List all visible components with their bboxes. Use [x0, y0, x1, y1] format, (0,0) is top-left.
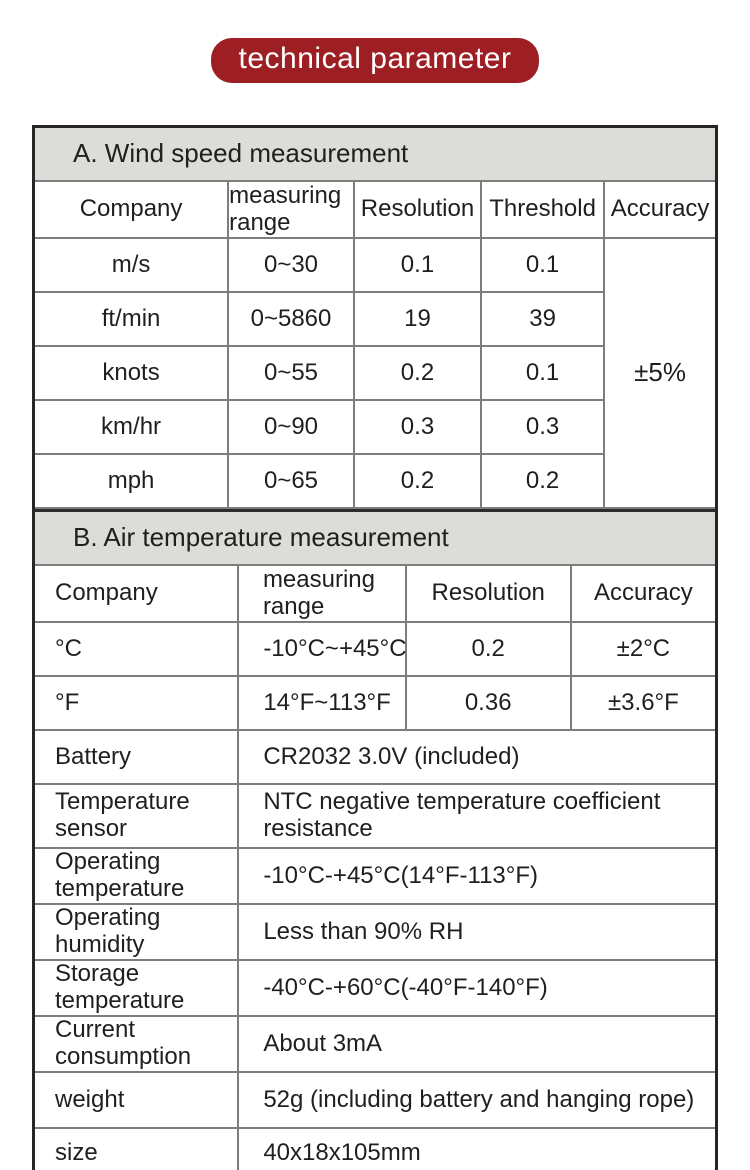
- cell-accuracy: ±3.6°F: [569, 675, 715, 731]
- table-row: knots 0~55 0.2 0.1: [35, 345, 715, 401]
- spec-value: CR2032 3.0V (included): [237, 731, 715, 785]
- table-row: °F 14°F~113°F 0.36 ±3.6°F: [35, 675, 715, 731]
- spec-row: Current consumption About 3mA: [35, 1015, 715, 1073]
- col-header-range: measuring range: [237, 564, 407, 623]
- cell-resolution: 0.2: [352, 345, 483, 401]
- col-header-accuracy: Accuracy: [569, 564, 715, 623]
- spec-row: size 40x18x105mm: [35, 1127, 715, 1170]
- wind-speed-table: A. Wind speed measurement Company measur…: [35, 128, 715, 509]
- cell-accuracy: ±2°C: [569, 621, 715, 677]
- spec-value: Less than 90% RH: [237, 903, 715, 961]
- spec-label: Operating humidity: [35, 903, 240, 961]
- general-specs-table: Battery CR2032 3.0V (included) Temperatu…: [35, 731, 715, 1170]
- col-header-company: Company: [35, 564, 240, 623]
- spec-value: -10°C-+45°C(14°F-113°F): [237, 847, 715, 905]
- cell-resolution: 0.1: [352, 237, 483, 293]
- col-header-range-label: measuring range: [262, 565, 375, 620]
- spec-row: Battery CR2032 3.0V (included): [35, 731, 715, 785]
- table-row: m/s 0~30 0.1 0.1 ±5%: [35, 237, 715, 509]
- col-header-threshold: Threshold: [480, 180, 606, 239]
- spec-label: Storage temperature: [35, 959, 240, 1017]
- cell-range: 0~65: [227, 453, 355, 509]
- cell-resolution: 0.36: [404, 675, 572, 731]
- spec-row: Operating humidity Less than 90% RH: [35, 903, 715, 961]
- spec-row: Storage temperature -40°C-+60°C(-40°F-14…: [35, 959, 715, 1017]
- spec-value: 40x18x105mm: [237, 1127, 715, 1170]
- section-title-wind: A. Wind speed measurement: [35, 128, 715, 182]
- spec-row: Temperature sensor NTC negative temperat…: [35, 783, 715, 849]
- section-title-temp: B. Air temperature measurement: [35, 509, 715, 566]
- spec-value: 52g (including battery and hanging rope): [237, 1071, 715, 1129]
- column-header-row: Company measuring range Resolution Thres…: [35, 180, 715, 239]
- spec-value: About 3mA: [237, 1015, 715, 1073]
- cell-accuracy-merged: ±5%: [603, 237, 715, 509]
- table-section-header: B. Air temperature measurement: [35, 509, 715, 566]
- table-row: ft/min 0~5860 19 39: [35, 291, 715, 347]
- cell-threshold: 0.1: [480, 237, 606, 293]
- spec-label: Temperature sensor: [35, 783, 240, 849]
- spec-label: Operating temperature: [35, 847, 240, 905]
- cell-company: m/s: [35, 237, 230, 293]
- cell-range: 0~90: [227, 399, 355, 455]
- spec-value: NTC negative temperature coefficient res…: [237, 783, 715, 849]
- col-header-accuracy: Accuracy: [603, 180, 715, 239]
- cell-company: mph: [35, 453, 230, 509]
- cell-company: knots: [35, 345, 230, 401]
- table-row: °C -10°C~+45°C 0.2 ±2°C: [35, 621, 715, 677]
- cell-range: 0~30: [227, 237, 355, 293]
- cell-resolution: 0.2: [404, 621, 572, 677]
- col-header-resolution: Resolution: [352, 180, 483, 239]
- cell-company: °F: [35, 675, 240, 731]
- spec-label: Battery: [35, 731, 240, 785]
- cell-company: °C: [35, 621, 240, 677]
- cell-company: ft/min: [35, 291, 230, 347]
- table-row: mph 0~65 0.2 0.2: [35, 453, 715, 509]
- cell-resolution: 19: [352, 291, 483, 347]
- col-header-resolution: Resolution: [404, 564, 572, 623]
- col-header-range: measuring range: [227, 180, 355, 239]
- air-temperature-table: B. Air temperature measurement Company m…: [35, 509, 715, 731]
- table-row: km/hr 0~90 0.3 0.3: [35, 399, 715, 455]
- cell-threshold: 0.2: [480, 453, 605, 509]
- col-header-company: Company: [35, 180, 230, 239]
- spec-table: A. Wind speed measurement Company measur…: [32, 125, 718, 1170]
- cell-range: -10°C~+45°C: [237, 621, 407, 677]
- spec-label: weight: [35, 1071, 240, 1129]
- cell-resolution: 0.2: [352, 453, 483, 509]
- cell-threshold: 0.3: [480, 399, 605, 455]
- cell-range: 14°F~113°F: [237, 675, 407, 731]
- spec-row: weight 52g (including battery and hangin…: [35, 1071, 715, 1129]
- badge-container: technical parameter: [0, 0, 750, 83]
- spec-row: Operating temperature -10°C-+45°C(14°F-1…: [35, 847, 715, 905]
- cell-range: 0~5860: [227, 291, 355, 347]
- cell-threshold: 39: [480, 291, 605, 347]
- col-header-range-label: measuring range: [229, 181, 342, 236]
- title-badge: technical parameter: [210, 38, 540, 83]
- cell-company: km/hr: [35, 399, 230, 455]
- cell-threshold: 0.1: [480, 345, 605, 401]
- spec-value: -40°C-+60°C(-40°F-140°F): [237, 959, 715, 1017]
- spec-label: size: [35, 1127, 240, 1170]
- column-header-row: Company measuring range Resolution Accur…: [35, 564, 715, 623]
- table-section-header: A. Wind speed measurement: [35, 128, 715, 182]
- spec-label: Current consumption: [35, 1015, 240, 1073]
- cell-resolution: 0.3: [352, 399, 483, 455]
- cell-range: 0~55: [227, 345, 355, 401]
